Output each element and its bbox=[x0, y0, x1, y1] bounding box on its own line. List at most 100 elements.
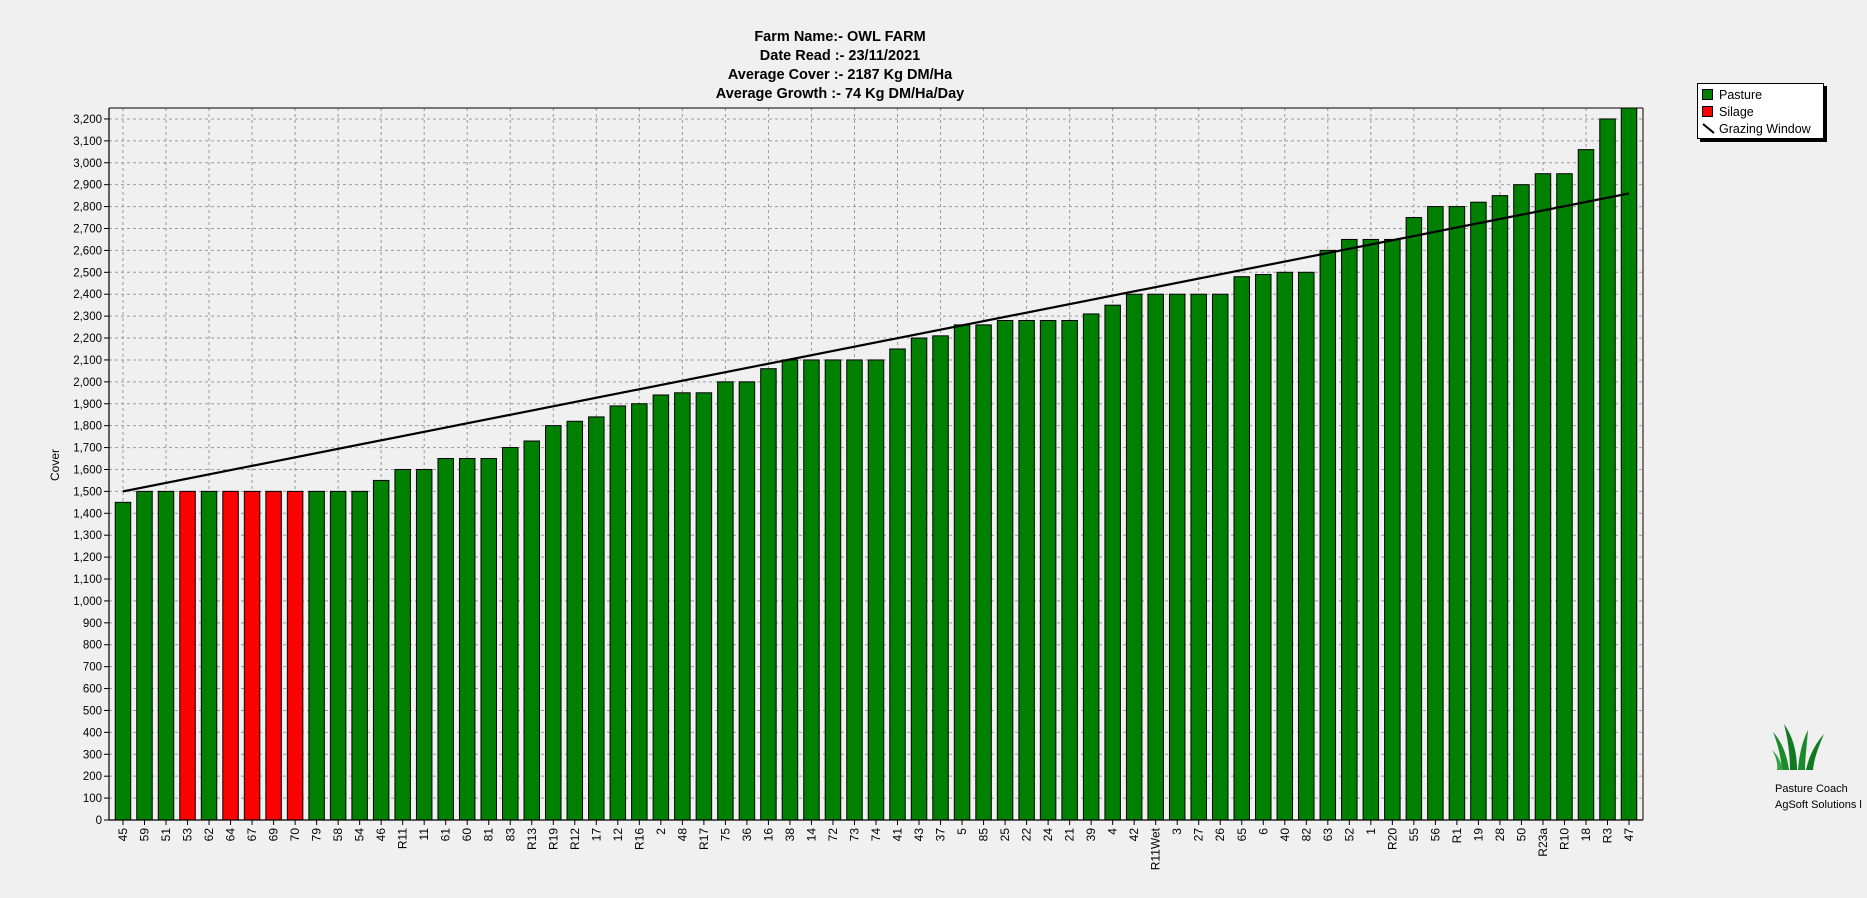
bar-53 bbox=[179, 490, 196, 821]
y-tick-label: 1,200 bbox=[73, 552, 102, 564]
y-tick-label: 500 bbox=[83, 705, 102, 717]
legend-label-silage: Silage bbox=[1719, 104, 1754, 119]
bar-43 bbox=[910, 337, 928, 821]
x-tick-label: R19 bbox=[546, 828, 560, 850]
bar-3 bbox=[1168, 293, 1186, 821]
x-tick-label: 64 bbox=[224, 828, 238, 842]
bar-2 bbox=[652, 394, 670, 821]
bar-48 bbox=[674, 392, 691, 821]
bar-17 bbox=[588, 416, 605, 821]
x-tick-label: 65 bbox=[1235, 828, 1249, 842]
x-tick-label: 2 bbox=[654, 828, 668, 835]
x-tick-label: 22 bbox=[1020, 828, 1034, 842]
bar-28 bbox=[1491, 195, 1509, 821]
x-tick-label: 59 bbox=[138, 828, 152, 842]
x-tick-label: 21 bbox=[1063, 828, 1077, 842]
y-tick-label: 2,400 bbox=[73, 289, 102, 301]
bar-25 bbox=[996, 320, 1014, 821]
x-tick-label: R13 bbox=[525, 828, 539, 850]
legend-swatch-grazing-window bbox=[1702, 123, 1715, 134]
bar-22 bbox=[1018, 320, 1035, 821]
y-tick-label: 1,400 bbox=[73, 508, 102, 520]
y-tick-label: 1,700 bbox=[73, 443, 102, 455]
x-tick-label: 18 bbox=[1579, 828, 1593, 842]
x-tick-label: 36 bbox=[740, 828, 754, 842]
chart-title: Farm Name:- OWL FARM Date Read :- 23/11/… bbox=[630, 28, 1050, 104]
x-tick-label: R16 bbox=[632, 828, 646, 850]
x-tick-label: 55 bbox=[1407, 828, 1421, 842]
x-tick-label: 70 bbox=[288, 828, 302, 842]
bar-40 bbox=[1276, 271, 1294, 821]
x-tick-label: 5 bbox=[955, 828, 969, 835]
bar-39 bbox=[1082, 313, 1100, 821]
bar-R16 bbox=[631, 403, 648, 821]
brand-company: AgSoft Solutions l bbox=[1775, 799, 1862, 811]
bar-65 bbox=[1233, 276, 1251, 821]
chart-axes bbox=[104, 107, 1644, 825]
y-tick-label: 2,900 bbox=[73, 180, 102, 192]
bar-70 bbox=[286, 490, 304, 821]
x-tick-label: 67 bbox=[245, 828, 259, 842]
x-tick-label: 73 bbox=[847, 828, 861, 842]
x-tick-label: 63 bbox=[1321, 828, 1335, 842]
bar-54 bbox=[351, 490, 368, 821]
x-tick-label: 26 bbox=[1213, 828, 1227, 842]
x-tick-label: 27 bbox=[1192, 828, 1206, 842]
bar-82 bbox=[1298, 271, 1315, 821]
x-tick-label: 19 bbox=[1471, 828, 1485, 842]
y-tick-label: 3,000 bbox=[73, 158, 102, 170]
x-tick-label: 11 bbox=[417, 828, 431, 841]
x-tick-label: 72 bbox=[826, 828, 840, 842]
bar-51 bbox=[157, 490, 175, 821]
y-tick-label: 900 bbox=[83, 618, 102, 630]
bar-6 bbox=[1255, 274, 1272, 821]
x-tick-label: 48 bbox=[675, 828, 689, 842]
bar-5 bbox=[953, 324, 971, 821]
bar-R20 bbox=[1384, 238, 1401, 821]
bar-38 bbox=[781, 359, 799, 821]
x-tick-label: 62 bbox=[202, 828, 216, 842]
x-tick-label: 54 bbox=[353, 828, 367, 842]
bar-41 bbox=[889, 348, 906, 821]
legend-item-silage: Silage bbox=[1702, 103, 1819, 120]
x-tick-label: 52 bbox=[1342, 828, 1356, 842]
grazing-window-line-layer bbox=[122, 192, 1630, 493]
bar-27 bbox=[1190, 293, 1207, 821]
bar-R12 bbox=[566, 420, 584, 821]
x-tick-label: 28 bbox=[1493, 828, 1507, 842]
bar-64 bbox=[222, 490, 239, 821]
y-tick-label: 2,600 bbox=[73, 245, 102, 257]
y-tick-label: 0 bbox=[96, 815, 102, 827]
bar-11 bbox=[415, 468, 433, 821]
y-tick-label: 2,000 bbox=[73, 377, 102, 389]
y-axis-label: Cover bbox=[48, 449, 62, 481]
bar-62 bbox=[200, 490, 218, 821]
legend-label-grazing-window: Grazing Window bbox=[1719, 121, 1811, 136]
x-tick-label: 4 bbox=[1106, 828, 1120, 835]
x-tick-label: 51 bbox=[159, 828, 173, 842]
x-tick-label: 25 bbox=[998, 828, 1012, 842]
chart-tick-labels: 0 100 200 300 400 500 600 700 800 900 1,000 1,100 1,… bbox=[73, 114, 1636, 870]
x-tick-label: 41 bbox=[891, 828, 905, 842]
x-tick-label: 81 bbox=[482, 828, 496, 842]
bar-74 bbox=[867, 359, 885, 821]
grazing-window-line bbox=[122, 192, 1630, 493]
bar-73 bbox=[846, 359, 863, 821]
bar-69 bbox=[265, 490, 282, 821]
bar-R3 bbox=[1599, 118, 1616, 821]
x-tick-label: 12 bbox=[611, 828, 625, 842]
x-tick-label: 46 bbox=[374, 828, 388, 842]
bar-42 bbox=[1125, 293, 1143, 821]
y-tick-label: 2,100 bbox=[73, 355, 102, 367]
bar-52 bbox=[1341, 238, 1358, 821]
x-tick-label: 82 bbox=[1299, 828, 1313, 842]
brand-block: Pasture Coach AgSoft Solutions l bbox=[1775, 781, 1862, 813]
bar-79 bbox=[308, 490, 325, 821]
bar-19 bbox=[1470, 201, 1487, 821]
y-tick-label: 1,900 bbox=[73, 399, 102, 411]
bar-R23a bbox=[1534, 173, 1552, 821]
y-tick-label: 800 bbox=[83, 640, 102, 652]
x-tick-label: R11 bbox=[396, 828, 410, 849]
bar-59 bbox=[136, 490, 153, 821]
bar-83 bbox=[502, 447, 519, 821]
